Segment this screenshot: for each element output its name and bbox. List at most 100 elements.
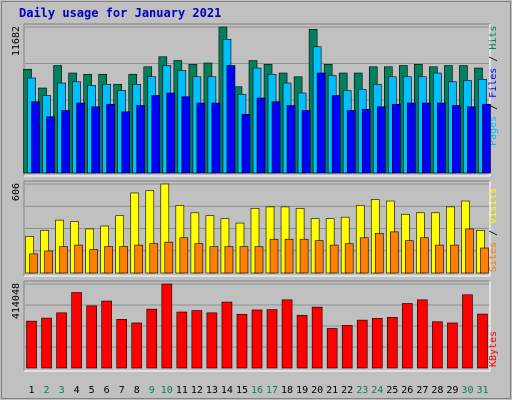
bar-kbytes-day-19 xyxy=(296,314,308,369)
bar-kbytes-day-9 xyxy=(146,308,158,369)
bar-kbytes-day-23 xyxy=(356,319,368,369)
day-label-28: 28 xyxy=(431,385,443,396)
bar-pages-day-4 xyxy=(76,102,85,174)
day-label-1: 1 xyxy=(29,385,35,396)
bar-kbytes-day-13 xyxy=(206,312,218,369)
legend-separator: / xyxy=(488,224,499,242)
legend-sites: Sites xyxy=(488,242,499,272)
bar-sites-day-13 xyxy=(209,246,219,274)
bar-sites-day-16 xyxy=(254,246,264,274)
panel-hits-legend: Pages / Files / Hits xyxy=(488,26,499,146)
legend-visits: Visits xyxy=(488,188,499,224)
bar-pages-day-10 xyxy=(166,92,176,174)
bar-kbytes-day-30 xyxy=(462,294,473,369)
panel-kbytes-max-label: 414048 xyxy=(11,283,22,319)
panel-hits: 11682 Pages / Files / Hits xyxy=(11,23,499,177)
day-label-2: 2 xyxy=(44,385,50,396)
bar-pages-day-7 xyxy=(121,111,131,174)
bar-sites-day-8 xyxy=(134,244,144,274)
bar-sites-day-9 xyxy=(149,243,159,274)
bar-pages-day-16 xyxy=(256,97,266,174)
bar-sites-day-17 xyxy=(269,238,279,274)
panel-hits-max-label: 11682 xyxy=(11,26,22,56)
series-sites xyxy=(29,228,489,274)
bar-sites-day-18 xyxy=(284,238,294,274)
day-label-6: 6 xyxy=(104,385,110,396)
bar-pages-day-25 xyxy=(391,103,401,174)
day-label-14: 14 xyxy=(221,385,233,396)
legend-pages: Pages xyxy=(488,116,499,146)
panel-kbytes: 414048 KBytes xyxy=(11,280,499,372)
bar-sites-day-31 xyxy=(480,247,489,274)
day-label-23: 23 xyxy=(356,385,368,396)
bar-kbytes-day-17 xyxy=(266,309,278,369)
legend-separator: / xyxy=(488,98,499,116)
bar-pages-day-14 xyxy=(226,65,236,174)
chart-title: Daily usage for January 2021 xyxy=(19,6,221,20)
bar-pages-day-19 xyxy=(301,110,311,174)
bar-kbytes-day-25 xyxy=(386,316,398,369)
bar-sites-day-14 xyxy=(224,246,234,274)
bar-kbytes-day-29 xyxy=(447,322,458,369)
day-label-26: 26 xyxy=(401,385,413,396)
bar-pages-day-13 xyxy=(211,102,221,174)
day-label-17: 17 xyxy=(266,385,278,396)
day-labels: 1 2 3 4 5 6 7 8 9 10 11 12 13 14 15 16 17 18 19 20 21 22 23 24 2… xyxy=(29,385,489,396)
bar-kbytes-day-1 xyxy=(26,320,37,369)
bar-sites-day-1 xyxy=(29,253,38,274)
day-label-4: 4 xyxy=(74,385,80,396)
legend-hits: Hits xyxy=(488,26,499,50)
bar-sites-day-24 xyxy=(374,233,384,274)
day-label-10: 10 xyxy=(161,385,173,396)
bar-pages-day-28 xyxy=(437,102,446,174)
series-pages xyxy=(31,65,491,174)
bar-sites-day-22 xyxy=(344,243,354,274)
bar-sites-day-21 xyxy=(329,244,339,274)
day-label-24: 24 xyxy=(371,385,383,396)
chart-panels: 11682 Pages / Files / Hits 606 Sites / Visi… xyxy=(11,23,499,372)
bar-kbytes-day-11 xyxy=(176,311,188,369)
bar-sites-day-11 xyxy=(179,237,189,274)
bar-kbytes-day-18 xyxy=(281,299,293,369)
bar-kbytes-day-21 xyxy=(326,328,338,369)
bar-kbytes-day-3 xyxy=(56,312,67,369)
bar-pages-day-2 xyxy=(46,116,55,174)
bar-pages-day-18 xyxy=(286,105,296,174)
day-label-30: 30 xyxy=(461,385,473,396)
bar-pages-day-20 xyxy=(316,72,326,174)
bar-kbytes-day-6 xyxy=(101,300,112,369)
bar-sites-day-15 xyxy=(239,246,249,274)
bar-sites-day-27 xyxy=(420,237,429,274)
legend-files: Files xyxy=(488,68,499,98)
bar-kbytes-day-28 xyxy=(432,321,443,369)
bar-sites-day-23 xyxy=(359,237,369,274)
panel-visits-max-label: 606 xyxy=(11,183,22,201)
day-label-5: 5 xyxy=(89,385,95,396)
bar-pages-day-23 xyxy=(361,108,371,174)
bar-kbytes-day-10 xyxy=(161,283,173,369)
bar-pages-day-30 xyxy=(467,106,476,174)
bar-sites-day-29 xyxy=(450,244,459,274)
panel-visits-legend: Sites / Visits xyxy=(488,188,499,272)
bar-pages-day-29 xyxy=(452,105,461,174)
day-label-11: 11 xyxy=(176,385,188,396)
bar-kbytes-day-5 xyxy=(86,305,97,369)
bar-pages-day-17 xyxy=(271,101,281,174)
day-label-12: 12 xyxy=(191,385,203,396)
bar-kbytes-day-12 xyxy=(191,310,203,369)
panel-kbytes-legend: KBytes xyxy=(488,331,499,367)
day-label-7: 7 xyxy=(119,385,125,396)
series-kbytes xyxy=(26,283,488,369)
legend-separator: / xyxy=(488,50,499,68)
bar-pages-day-26 xyxy=(407,102,416,174)
day-label-15: 15 xyxy=(236,385,248,396)
day-label-29: 29 xyxy=(446,385,458,396)
legend-kbytes: KBytes xyxy=(488,331,499,367)
bar-pages-day-9 xyxy=(151,95,161,174)
bar-kbytes-day-8 xyxy=(131,322,143,369)
bar-pages-day-8 xyxy=(136,105,146,174)
bar-kbytes-day-14 xyxy=(221,301,233,369)
day-label-22: 22 xyxy=(341,385,353,396)
